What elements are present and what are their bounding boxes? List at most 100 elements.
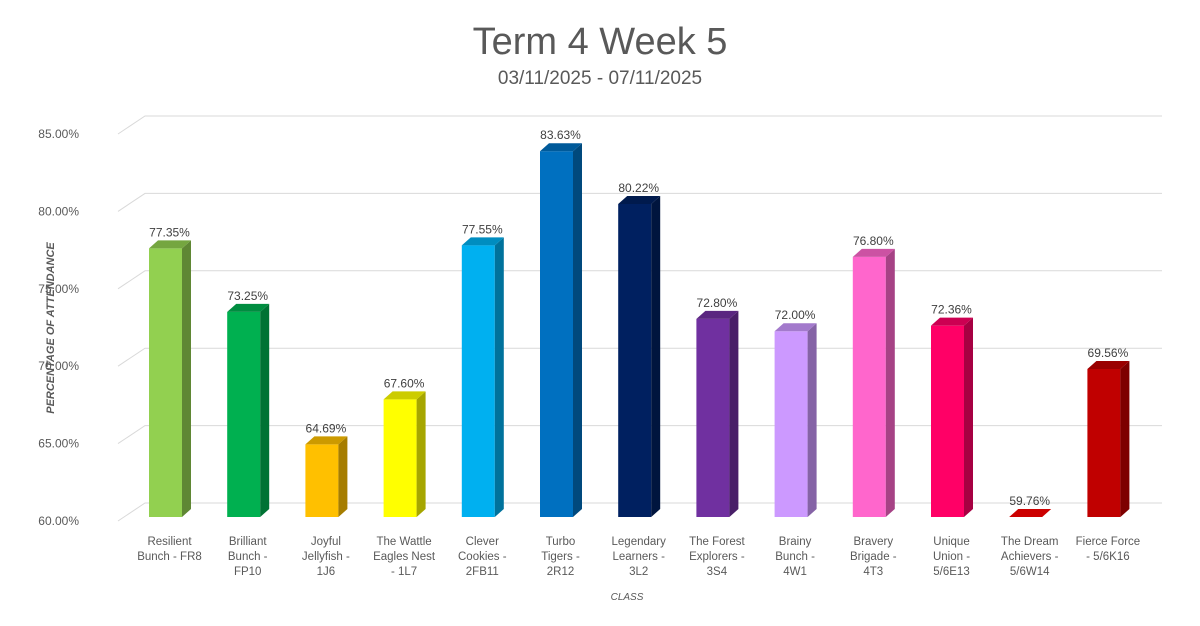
x-tick-label-line: Brilliant — [229, 536, 268, 548]
x-tick-label-line: 4W1 — [783, 566, 807, 578]
bar — [149, 240, 191, 517]
bar-side — [729, 310, 739, 517]
y-tick-label: 60.00% — [38, 514, 79, 528]
x-tick-label-line: The Wattle — [377, 536, 432, 548]
data-label: 64.69% — [306, 421, 347, 435]
data-label: 83.63% — [540, 128, 581, 142]
bar-front — [852, 256, 886, 517]
bar — [696, 310, 739, 517]
bar-top — [696, 310, 739, 319]
bar-top — [1087, 361, 1130, 370]
x-tick-label-line: 2R12 — [547, 566, 575, 578]
bar-side — [573, 143, 582, 518]
data-label: 80.22% — [618, 181, 659, 195]
bar — [852, 248, 895, 517]
x-tick-label: Bravery Brigade - 4T3 — [850, 536, 897, 578]
x-tick-label-line: Turbo — [546, 536, 576, 548]
bar — [305, 436, 348, 517]
bar-side — [260, 303, 270, 517]
x-tick-label: Resilient Bunch - FR8 — [137, 536, 202, 563]
bar-side — [807, 323, 817, 517]
x-tick-label-line: 3L2 — [629, 566, 648, 578]
bar-top — [149, 240, 191, 249]
x-tick-label-line: Bunch - — [228, 551, 268, 563]
x-tick-label-line: Tigers - — [541, 551, 580, 563]
x-tick-label-line: Achievers - — [1001, 551, 1059, 563]
x-tick-label: Turbo Tigers - 2R12 — [541, 536, 580, 578]
x-tick-label-line: Brainy — [779, 536, 812, 548]
bar-front — [1087, 369, 1121, 517]
data-label: 77.55% — [462, 222, 503, 236]
y-tick-label: 85.00% — [38, 127, 79, 141]
bar — [540, 143, 582, 518]
gridline — [117, 192, 1162, 212]
data-label: 67.60% — [384, 376, 425, 390]
x-tick-label-line: Union - — [933, 551, 970, 563]
x-axis-title: CLASS — [611, 592, 644, 603]
x-tick-label-line: Fierce Force — [1076, 536, 1141, 548]
x-tick-label-line: Unique — [933, 536, 969, 548]
data-label: 73.25% — [227, 289, 268, 303]
bar-side — [885, 248, 895, 517]
x-tick-label-line: 2FB11 — [466, 566, 499, 578]
x-tick-label: Brainy Bunch - 4W1 — [775, 536, 815, 578]
x-tick-label: Fierce Force - 5/6K16 — [1076, 536, 1141, 563]
x-tick-label-line: - 1L7 — [391, 566, 417, 578]
bar-side — [338, 436, 348, 517]
bar — [1087, 361, 1130, 517]
bar-front — [305, 444, 339, 517]
bar-side — [182, 240, 191, 517]
gridline — [117, 502, 1162, 522]
bar-top — [383, 391, 426, 400]
x-tick-label-line: Joyful — [311, 536, 341, 548]
bar-top — [618, 195, 661, 204]
bar — [461, 237, 504, 518]
gridline — [117, 425, 1162, 445]
bar-top — [1009, 509, 1052, 517]
data-label: 72.80% — [697, 296, 738, 310]
gridline — [117, 270, 1162, 290]
bar — [618, 195, 661, 518]
x-tick-label-line: 5/6W14 — [1010, 566, 1050, 578]
y-axis-title: PERCENTAGE OF ATTENDANCE — [45, 242, 57, 414]
bar — [931, 317, 973, 517]
bar — [383, 391, 426, 517]
bar-top — [227, 303, 270, 312]
x-tick-label-line: FP10 — [234, 566, 262, 578]
data-label: 72.36% — [931, 303, 972, 317]
bar-front — [149, 248, 182, 517]
x-tick-label-line: The Dream — [1001, 536, 1059, 548]
x-tick-label: Unique Union - 5/6E13 — [933, 536, 970, 578]
x-tick-label-line: Bunch - — [775, 551, 815, 563]
y-tick-label: 75.00% — [38, 282, 79, 296]
bar-front — [931, 325, 964, 517]
bar-front — [774, 331, 808, 517]
x-tick-label-line: Bunch - FR8 — [137, 551, 202, 563]
x-tick-label-line: Bravery — [853, 536, 893, 548]
bar-top — [774, 323, 817, 332]
bar-top — [931, 317, 973, 326]
x-tick-label: The Dream Achievers - 5/6W14 — [1001, 536, 1059, 578]
data-label: 76.80% — [853, 234, 894, 248]
bar-front — [696, 318, 730, 517]
data-label: 69.56% — [1088, 346, 1129, 360]
bar — [774, 323, 817, 517]
x-tick-label: Joyful Jellyfish - 1J6 — [302, 536, 350, 578]
x-tick-label-line: Legendary — [612, 536, 667, 548]
x-tick-label-line: 4T3 — [863, 566, 883, 578]
bar-front — [540, 151, 573, 518]
bar-side — [494, 237, 504, 518]
bar-side — [964, 317, 973, 517]
bar-front — [227, 311, 261, 517]
x-tick-label-line: Clever — [466, 536, 499, 548]
gridline — [117, 347, 1162, 367]
chart-subtitle: 03/11/2025 - 07/11/2025 — [498, 68, 702, 89]
x-tick-label-line: Learners - — [612, 551, 665, 563]
bar-top — [461, 237, 504, 246]
y-tick-label: 70.00% — [38, 359, 79, 373]
bar-top — [852, 248, 895, 257]
data-label: 77.35% — [149, 225, 190, 239]
data-label: 72.00% — [775, 308, 816, 322]
x-tick-label-line: Explorers - — [689, 551, 745, 563]
